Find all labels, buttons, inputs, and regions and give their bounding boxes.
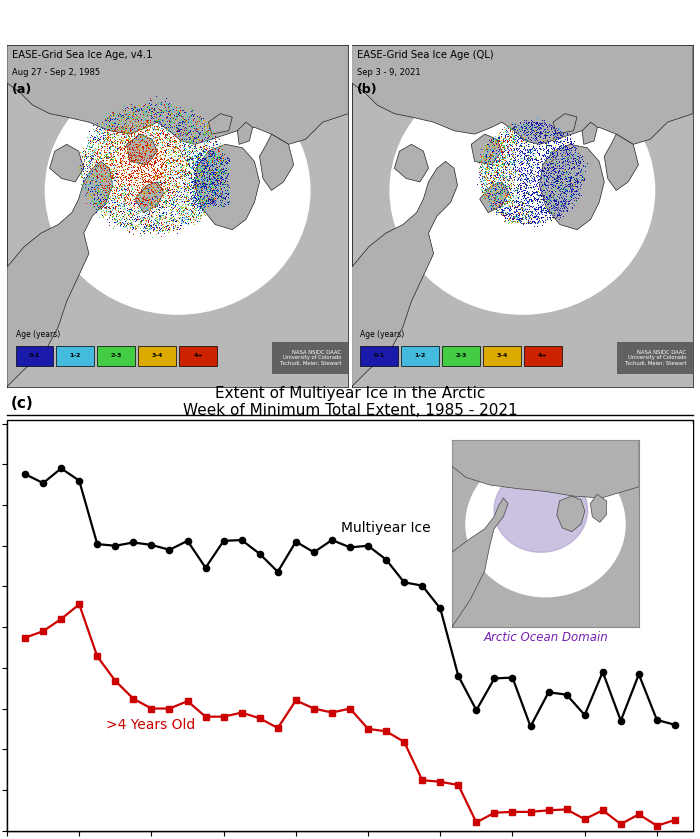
FancyBboxPatch shape [97, 346, 135, 366]
Text: (c): (c) [10, 397, 33, 411]
Text: (b): (b) [357, 83, 377, 96]
Ellipse shape [46, 67, 310, 314]
Title: Extent of Multiyear Ice in the Arctic
Week of Minimum Total Extent, 1985 - 2021: Extent of Multiyear Ice in the Arctic We… [183, 386, 517, 419]
Text: 3-4: 3-4 [151, 353, 163, 358]
Text: EASE-Grid Sea Ice Age (QL): EASE-Grid Sea Ice Age (QL) [357, 50, 494, 60]
Text: 3-4: 3-4 [496, 353, 507, 358]
Text: NASA NSIDC DAAC
University of Colorado
Tschudi, Meier, Stewart: NASA NSIDC DAAC University of Colorado T… [624, 350, 686, 366]
Polygon shape [351, 161, 458, 387]
Text: (a): (a) [12, 83, 32, 96]
Text: Age (years): Age (years) [360, 330, 405, 339]
Text: Sep 3 - 9, 2021: Sep 3 - 9, 2021 [357, 68, 421, 76]
FancyBboxPatch shape [15, 346, 53, 366]
FancyBboxPatch shape [57, 346, 94, 366]
Ellipse shape [390, 67, 654, 314]
Polygon shape [540, 144, 604, 230]
Text: NASA NSIDC DAAC
University of Colorado
Tschudi, Meier, Stewart: NASA NSIDC DAAC University of Colorado T… [280, 350, 342, 366]
Polygon shape [237, 122, 253, 144]
FancyBboxPatch shape [442, 346, 480, 366]
Polygon shape [480, 182, 509, 212]
FancyBboxPatch shape [139, 346, 176, 366]
Text: >4 Years Old: >4 Years Old [106, 718, 195, 732]
Text: 4+: 4+ [193, 353, 203, 358]
Text: 1-2: 1-2 [69, 353, 81, 358]
Text: EASE-Grid Sea Ice Age, v4.1: EASE-Grid Sea Ice Age, v4.1 [12, 50, 153, 60]
Polygon shape [260, 134, 294, 190]
Text: Aug 27 - Sep 2, 1985: Aug 27 - Sep 2, 1985 [12, 68, 100, 76]
Polygon shape [351, 45, 693, 144]
Text: 4+: 4+ [538, 353, 547, 358]
FancyBboxPatch shape [401, 346, 439, 366]
Polygon shape [394, 144, 428, 182]
Polygon shape [7, 161, 113, 387]
Text: 0-1: 0-1 [373, 353, 384, 358]
FancyBboxPatch shape [524, 346, 561, 366]
Polygon shape [209, 113, 232, 134]
Polygon shape [135, 182, 164, 212]
Polygon shape [195, 144, 260, 230]
Text: Age (years): Age (years) [15, 330, 60, 339]
Text: 2-3: 2-3 [455, 353, 467, 358]
Text: 2-3: 2-3 [111, 353, 122, 358]
Polygon shape [127, 134, 158, 164]
Polygon shape [471, 134, 502, 164]
Text: 1-2: 1-2 [414, 353, 426, 358]
Text: Arctic Ocean Domain: Arctic Ocean Domain [483, 631, 608, 644]
Polygon shape [604, 134, 638, 190]
FancyBboxPatch shape [483, 346, 521, 366]
Polygon shape [50, 144, 84, 182]
FancyBboxPatch shape [179, 346, 217, 366]
FancyBboxPatch shape [360, 346, 398, 366]
Text: Multiyear Ice: Multiyear Ice [341, 521, 430, 534]
Polygon shape [7, 45, 349, 144]
Polygon shape [582, 122, 597, 144]
Polygon shape [553, 113, 577, 134]
Text: 0-1: 0-1 [29, 353, 40, 358]
